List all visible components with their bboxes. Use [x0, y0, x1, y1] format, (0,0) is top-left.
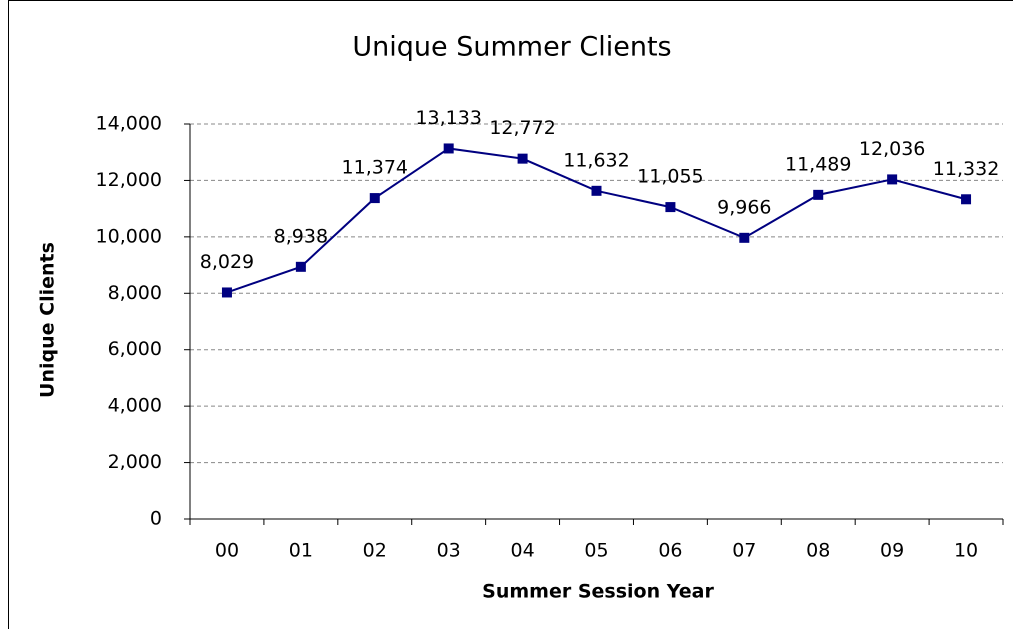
x-tick-label: 10 [954, 540, 978, 562]
marker [813, 189, 824, 200]
y-axis-title: Unique Clients [37, 242, 59, 398]
y-tick-label: 12,000 [96, 169, 162, 191]
data-label: 11,055 [637, 166, 703, 188]
data-label: 11,374 [342, 157, 408, 179]
y-tick-label: 0 [150, 508, 162, 530]
y-tick-label: 6,000 [108, 338, 162, 360]
x-tick-label: 06 [658, 540, 682, 562]
marker [739, 232, 750, 243]
marker [517, 153, 528, 164]
x-tick-label: 02 [363, 540, 387, 562]
data-label: 12,772 [489, 117, 555, 139]
y-tick-label: 10,000 [96, 225, 162, 247]
x-tick-label: 04 [510, 540, 534, 562]
marker [665, 202, 676, 213]
chart-border [8, 0, 1013, 629]
marker [295, 261, 306, 272]
x-tick-label: 03 [437, 540, 461, 562]
x-tick-label: 07 [732, 540, 756, 562]
y-tick-label: 8,000 [108, 282, 162, 304]
marker [369, 193, 380, 204]
marker [591, 185, 602, 196]
marker [443, 143, 454, 154]
y-tick-label: 14,000 [96, 113, 162, 135]
data-label: 11,332 [933, 158, 999, 180]
data-label: 8,029 [200, 251, 254, 273]
data-label: 11,632 [563, 149, 629, 171]
y-tick-label: 2,000 [108, 451, 162, 473]
marker [961, 194, 972, 205]
x-tick-label: 05 [584, 540, 608, 562]
x-tick-label: 08 [806, 540, 830, 562]
data-label: 8,938 [274, 225, 328, 247]
data-label: 13,133 [415, 107, 481, 129]
y-tick-label: 4,000 [108, 395, 162, 417]
data-label: 11,489 [785, 153, 851, 175]
marker [887, 174, 898, 185]
x-tick-label: 01 [289, 540, 313, 562]
chart-title: Unique Summer Clients [352, 32, 671, 63]
x-axis-title: Summer Session Year [482, 581, 714, 603]
data-label: 12,036 [859, 138, 925, 160]
data-label: 9,966 [717, 196, 771, 218]
x-tick-label: 09 [880, 540, 904, 562]
x-tick-label: 00 [215, 540, 239, 562]
marker [221, 287, 232, 298]
